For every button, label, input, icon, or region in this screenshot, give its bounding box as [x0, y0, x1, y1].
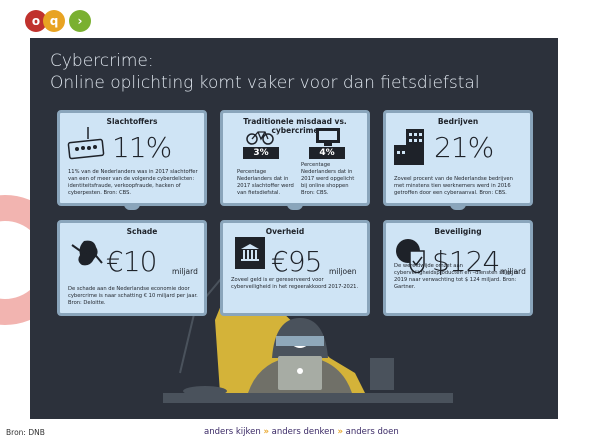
- stat-value-left: 3%: [243, 147, 279, 159]
- slogan-part-1: anders kijken: [204, 427, 261, 437]
- phishing-hook-icon: [67, 127, 105, 160]
- stat-value: $124: [432, 245, 500, 278]
- stat-unit: miljoen: [329, 267, 357, 276]
- slogan-part-3: anders doen: [345, 427, 399, 437]
- title-line-1: Cybercrime:: [50, 51, 154, 71]
- card-tab: [124, 204, 140, 210]
- double-chevron-icon: »: [263, 427, 269, 437]
- card-title: Schade: [126, 227, 158, 236]
- slogan: anders kijken » anders denken » anders d…: [204, 427, 399, 437]
- card-description: De schade aan de Nederlandse economie do…: [68, 286, 198, 306]
- card-tab: [450, 204, 466, 210]
- company-logo: o q ›: [25, 10, 91, 32]
- stat-value-right: 4%: [309, 147, 345, 159]
- card-slachtoffers: Slachtoffers 11% 11% van de Nederlanders…: [57, 110, 207, 210]
- stat-unit: miljard: [500, 267, 526, 276]
- netherlands-map-icon: [71, 240, 103, 266]
- stat-unit: miljard: [172, 267, 198, 276]
- card-overheid: Overheid €95 miljoen Zoveel geld is er g…: [220, 220, 370, 316]
- card-title: Slachtoffers: [106, 117, 158, 126]
- slogan-part-2: anders denken: [271, 427, 335, 437]
- card-title: Bedrijven: [437, 117, 479, 126]
- page-title: Cybercrime: Online oplichting komt vaker…: [50, 50, 480, 94]
- logo-circle-q: q: [43, 10, 65, 32]
- double-chevron-icon: »: [337, 427, 343, 437]
- stat-value: €95: [271, 245, 322, 278]
- card-title: Beveiliging: [434, 227, 482, 236]
- card-description: Zoveel procent van de Nederlandse bedrij…: [394, 176, 513, 196]
- source-label: Bron: DNB: [6, 428, 45, 437]
- card-title: Traditionele misdaad vs. cybercrime: [243, 117, 347, 135]
- logo-circle-o: o: [25, 10, 47, 32]
- stat-value: €10: [106, 245, 157, 278]
- card-tab: [287, 204, 303, 210]
- card-description: De wereldwijde omzet aan cyberveiligheid…: [394, 263, 519, 290]
- card-schade: Schade €10 miljard De schade aan de Nede…: [57, 220, 207, 316]
- card-title: Overheid: [265, 227, 305, 236]
- card-description: 11% van de Nederlanders was in 2017 slac…: [68, 169, 198, 196]
- building-icon: [394, 129, 424, 165]
- logo-arrow-icon: ›: [69, 10, 91, 32]
- card-beveiliging: Beveiliging $124 miljard De wereldwijde …: [383, 220, 533, 316]
- card-description: Zoveel geld is er gereserveerd voor cybe…: [231, 277, 359, 290]
- card-traditionele-misdaad: Traditionele misdaad vs. cybercrime 3% 4…: [220, 110, 370, 210]
- computer-cart-icon: [316, 128, 340, 146]
- stat-value: 21%: [434, 131, 494, 164]
- globe-shield-icon: [396, 239, 425, 273]
- stat-value: 11%: [112, 131, 172, 164]
- card-bedrijven: Bedrijven 21% Zoveel procent van de Nede…: [383, 110, 533, 210]
- card-description-right: Percentage Nederlanders dat in 2017 werd…: [301, 162, 355, 196]
- government-building-icon: [235, 237, 265, 269]
- bicycle-icon: [246, 131, 274, 145]
- card-description-left: Percentage Nederlanders dat in 2017 slac…: [237, 169, 294, 196]
- title-line-2: Online oplichting komt vaker voor dan fi…: [50, 73, 480, 93]
